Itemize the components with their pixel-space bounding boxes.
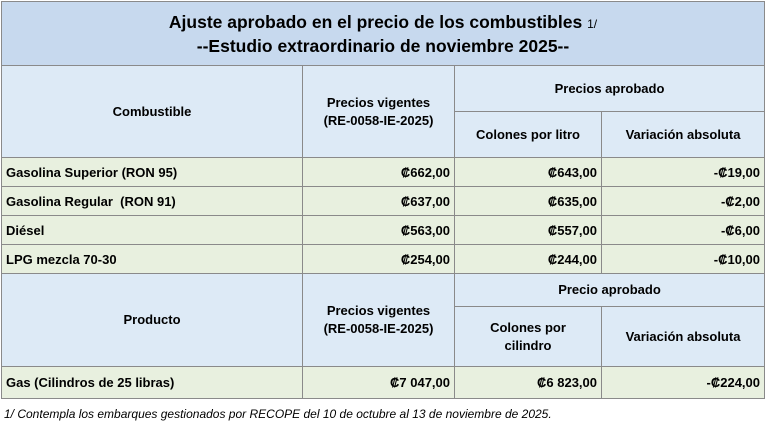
precio-aprobado: ₡557,00 [454,215,602,245]
header-precios-vigentes-label: Precios vigentes [326,303,431,318]
header-colones-line1: Colones por [490,319,566,335]
product-name: Gas (Cilindros de 25 libras) [1,366,303,399]
fuel-name: Diésel [1,215,303,245]
header-precios-vigentes-ref: (RE-0058-IE-2025) [323,112,434,128]
header-precio-aprobado: Precio aprobado [454,273,765,307]
precio-vigente: ₡563,00 [302,215,455,245]
title-line2: --Estudio extraordinario de noviembre 20… [196,35,570,56]
footnote: 1/ Contempla los embarques gestionados p… [4,407,552,421]
variacion-absoluta: -₡2,00 [601,186,765,216]
fuel-name: Gasolina Regular (RON 91) [1,186,303,216]
header-precios-vigentes-label: Precios vigentes [326,94,431,110]
title-line1: Ajuste aprobado en el precio de los comb… [168,11,583,32]
table-row: LPG mezcla 70-30 ₡254,00 ₡244,00 -₡10,00 [1,244,765,274]
header-precios-vigentes: Precios vigentes (RE-0058-IE-2025) [302,65,455,158]
header-precios-aprobado: Precios aprobado [454,65,765,112]
precio-vigente: ₡254,00 [302,244,455,274]
header-colones-por-litro: Colones por litro [454,111,602,158]
table-row: Gas (Cilindros de 25 libras) ₡7 047,00 ₡… [1,366,765,399]
precio-vigente: ₡7 047,00 [302,366,455,399]
precio-aprobado: ₡244,00 [454,244,602,274]
header-variacion-absoluta-producto: Variación absoluta [601,306,765,367]
header-producto: Producto [1,273,303,367]
header-precios-vigentes-producto: Precios vigentes (RE-0058-IE-2025) [302,273,455,367]
variacion-absoluta: -₡224,00 [601,366,765,399]
variacion-absoluta: -₡6,00 [601,215,765,245]
title-footnote-ref: 1/ [587,16,598,31]
fuel-name: Gasolina Superior (RON 95) [1,157,303,187]
header-combustible: Combustible [1,65,303,158]
table-title: Ajuste aprobado en el precio de los comb… [1,1,765,66]
precio-aprobado: ₡643,00 [454,157,602,187]
variacion-absoluta: -₡19,00 [601,157,765,187]
header-precios-vigentes-ref: (RE-0058-IE-2025) [323,321,434,336]
table-row: Gasolina Regular (RON 91) ₡637,00 ₡635,0… [1,186,765,216]
precio-aprobado: ₡635,00 [454,186,602,216]
precio-vigente: ₡637,00 [302,186,455,216]
precio-aprobado: ₡6 823,00 [454,366,602,399]
table-row: Diésel ₡563,00 ₡557,00 -₡6,00 [1,215,765,245]
fuel-name: LPG mezcla 70-30 [1,244,303,274]
variacion-absoluta: -₡10,00 [601,244,765,274]
header-colones-line2: cilindro [504,337,552,353]
fuel-price-table: Ajuste aprobado en el precio de los comb… [1,1,765,399]
header-variacion-absoluta: Variación absoluta [601,111,765,158]
header-colones-por-cilindro: Colones por cilindro [454,306,602,367]
table-row: Gasolina Superior (RON 95) ₡662,00 ₡643,… [1,157,765,187]
precio-vigente: ₡662,00 [302,157,455,187]
